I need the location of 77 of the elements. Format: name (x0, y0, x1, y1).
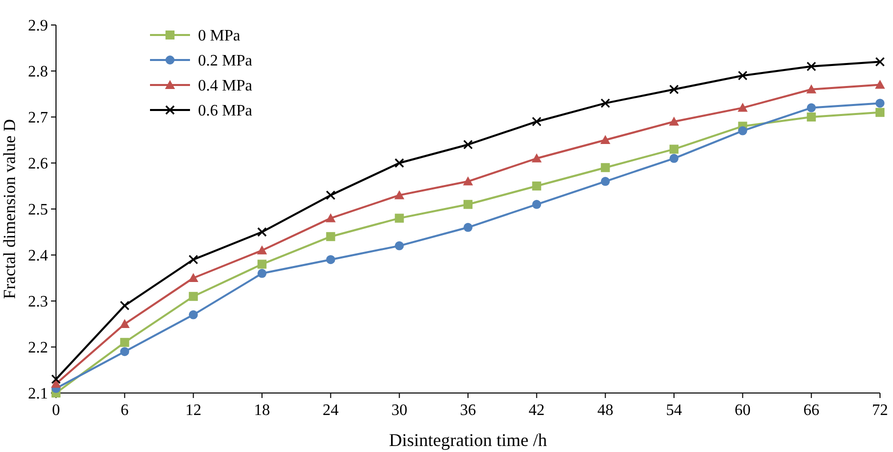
point (188, 254, 198, 264)
point (738, 70, 748, 80)
point (738, 126, 748, 136)
point (326, 213, 336, 222)
point (394, 214, 404, 223)
point (876, 98, 884, 108)
point (876, 108, 884, 117)
point (669, 116, 679, 126)
y-tick-label: 2.7 (28, 110, 48, 127)
point (600, 135, 610, 144)
point (188, 310, 198, 320)
point (806, 103, 816, 112)
point (875, 80, 885, 89)
x-tick-label: 24 (322, 402, 339, 419)
point (120, 347, 130, 356)
legend-label: 0.2 MPa (198, 52, 252, 70)
y-axis-title: Fractal dimension value D (0, 119, 19, 299)
x-tick-label: 36 (460, 402, 476, 419)
point (738, 102, 748, 112)
x-tick-label: 18 (254, 402, 270, 419)
x-tick-label: 66 (803, 402, 820, 419)
x-tick-label: 0 (52, 402, 60, 419)
point (532, 153, 542, 162)
point (600, 163, 610, 172)
point (394, 190, 404, 200)
x-tick-label: 54 (666, 402, 682, 419)
y-tick-label: 2.2 (28, 340, 48, 357)
point (188, 273, 198, 282)
point (463, 140, 473, 150)
point (464, 200, 472, 209)
x-tick-label: 48 (597, 402, 614, 419)
point (51, 374, 61, 384)
point (875, 57, 885, 67)
x-tick-label: 72 (872, 402, 888, 419)
point (670, 144, 678, 154)
point (600, 176, 610, 186)
point (258, 268, 266, 278)
point (600, 98, 610, 108)
point (120, 300, 130, 310)
point (669, 84, 679, 94)
y-tick-label: 2.1 (28, 386, 48, 403)
point (806, 84, 816, 94)
point (258, 260, 266, 269)
x-tick-label: 42 (528, 402, 545, 419)
point (394, 241, 404, 250)
point (257, 227, 267, 237)
point (120, 338, 130, 347)
y-tick-label: 2.6 (28, 156, 48, 173)
point (394, 158, 404, 168)
y-tick-label: 2.3 (28, 294, 48, 311)
point (463, 176, 473, 186)
point (326, 190, 336, 200)
point (257, 245, 267, 254)
y-tick-label: 2.9 (28, 18, 48, 35)
legend-label: 0 MPa (198, 28, 240, 45)
point (806, 62, 816, 72)
point (326, 232, 336, 242)
x-tick-label: 6 (120, 402, 129, 419)
point (532, 116, 542, 126)
y-tick-label: 2.5 (28, 202, 48, 219)
point (532, 182, 542, 190)
point (532, 200, 542, 209)
point (326, 255, 336, 264)
point (51, 378, 61, 388)
x-axis-title: Disintegration time /h (389, 430, 547, 450)
legend-label: 0.6 MPa (198, 102, 252, 120)
x-tick-label: 30 (391, 402, 408, 419)
y-tick-label: 2.8 (28, 64, 48, 81)
point (188, 292, 198, 301)
x-tick-label: 12 (185, 402, 202, 419)
x-tick-label: 60 (734, 402, 751, 419)
point (806, 112, 816, 122)
y-tick-label: 2.4 (28, 248, 48, 265)
legend-label: 0.4 MPa (198, 78, 252, 95)
point (670, 154, 678, 163)
point (464, 222, 472, 232)
point (120, 319, 130, 328)
